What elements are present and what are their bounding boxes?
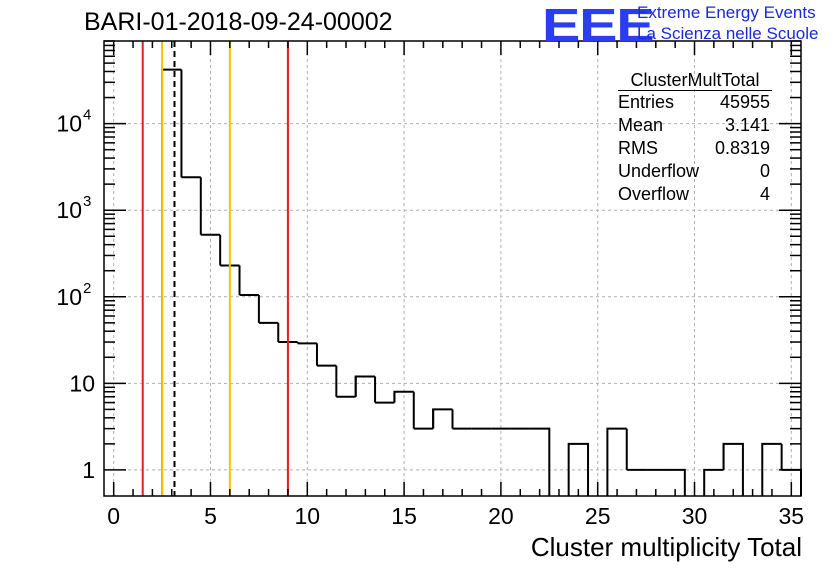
marker-lines — [141, 41, 289, 496]
x-tick-label: 25 — [585, 503, 611, 529]
stats-label: Overflow — [618, 184, 690, 204]
histogram-bar — [529, 427, 551, 496]
x-axis-title: Cluster multiplicity Total — [530, 532, 802, 562]
eee-logo: EEE — [542, 0, 655, 51]
histogram-bar — [703, 468, 724, 496]
histogram-bar — [354, 375, 376, 397]
stats-row-rms: RMS 0.8319 — [612, 137, 776, 160]
stats-row-overflow: Overflow 4 — [612, 183, 776, 206]
plot-frame — [103, 40, 802, 497]
stats-value: 0 — [759, 161, 770, 181]
histogram-bar — [606, 427, 627, 496]
histogram-bar — [567, 442, 590, 496]
y-tick-label: 10 — [56, 197, 82, 223]
histogram-bar — [761, 442, 782, 496]
y-tick-exponent: 2 — [83, 280, 91, 297]
stats-value: 4 — [759, 184, 770, 204]
stats-label: Entries — [618, 92, 675, 112]
stats-value: 0.8319 — [714, 138, 770, 158]
stats-row-underflow: Underflow 0 — [612, 160, 776, 183]
stats-title: ClusterMultTotal — [618, 70, 772, 91]
x-tick-label: 20 — [488, 503, 514, 529]
stats-row-mean: Mean 3.141 — [612, 114, 776, 137]
grid-lines — [104, 41, 801, 496]
x-tick-label: 5 — [204, 503, 217, 529]
y-tick-label: 10 — [56, 284, 82, 310]
y-tick-exponent: 3 — [83, 193, 91, 210]
x-tick-label: 35 — [779, 503, 805, 529]
histogram-bar — [432, 408, 453, 429]
chart-title: BARI-01-2018-09-24-00002 — [84, 8, 393, 36]
stats-label: Underflow — [618, 161, 700, 181]
histogram-bar — [161, 68, 182, 496]
axis-ticks — [104, 40, 801, 496]
stats-value: 45955 — [719, 92, 770, 112]
logo-line-1: Extreme Energy Events — [637, 3, 816, 22]
y-tick-label: 10 — [69, 370, 95, 396]
stats-row-entries: Entries 45955 — [612, 91, 776, 114]
y-tick-exponent: 4 — [83, 107, 91, 124]
x-tick-label: 15 — [391, 503, 417, 529]
stats-value: 3.141 — [724, 115, 770, 135]
stats-label: RMS — [618, 138, 658, 158]
stats-box: ClusterMultTotal Entries 45955 Mean 3.14… — [612, 70, 776, 206]
x-tick-label: 0 — [107, 503, 120, 529]
logo-line-2: La Scienza nelle Scuole — [637, 24, 819, 43]
x-tick-label: 10 — [294, 503, 320, 529]
stats-label: Mean — [618, 115, 664, 135]
histogram-bar — [665, 468, 686, 496]
y-tick-label: 1 — [82, 457, 95, 483]
x-tick-label: 30 — [682, 503, 708, 529]
y-tick-label: 10 — [56, 111, 82, 137]
